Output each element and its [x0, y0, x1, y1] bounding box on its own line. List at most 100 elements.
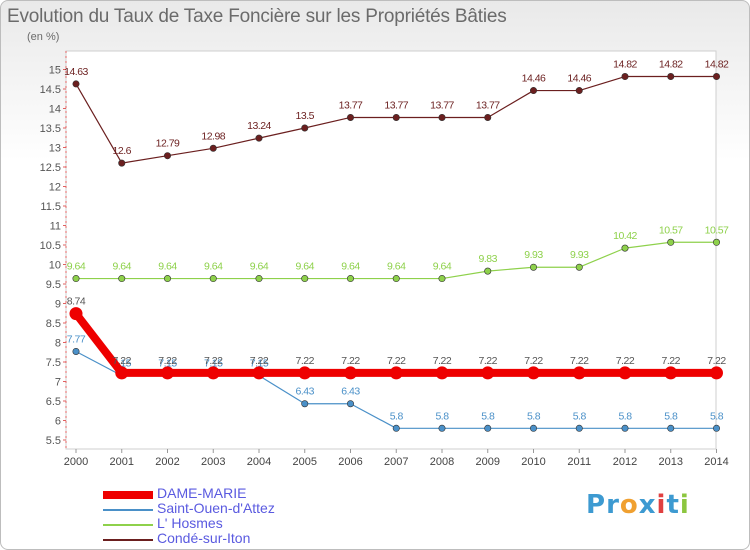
y-tick-label: 13.5	[40, 123, 61, 135]
data-label: 5.8	[435, 410, 449, 422]
y-tick-label: 11	[50, 221, 61, 233]
y-tick-label: 11.5	[40, 201, 61, 213]
data-label: 9.64	[296, 261, 315, 273]
data-point	[621, 244, 629, 252]
y-tick-label: 6	[55, 416, 61, 428]
y-tick-label: 7	[55, 377, 61, 389]
y-tick-label: 8	[55, 338, 61, 350]
data-label: 10.57	[659, 224, 683, 236]
data-point	[255, 134, 263, 142]
x-tick-label: 2009	[476, 456, 500, 468]
data-label: 9.83	[479, 253, 498, 265]
data-point	[481, 366, 495, 380]
legend-label: Condé-sur-Iton	[157, 530, 251, 546]
logo-letter: t	[666, 490, 680, 520]
data-point	[301, 400, 309, 408]
data-label: 10.57	[705, 224, 729, 236]
data-label: 7.22	[250, 355, 269, 367]
data-label: 7.22	[570, 355, 589, 367]
legend-label: Saint-Ouen-d'Attez	[157, 500, 275, 516]
legend-swatch	[103, 539, 153, 541]
data-point	[484, 424, 492, 432]
data-point	[438, 424, 446, 432]
x-tick-label: 2003	[201, 456, 225, 468]
data-label: 9.64	[387, 261, 406, 273]
data-label: 7.22	[433, 355, 452, 367]
data-label: 9.64	[158, 261, 177, 273]
data-label: 5.8	[481, 410, 495, 422]
data-label: 12.6	[113, 145, 132, 157]
x-tick-label: 2006	[338, 456, 362, 468]
y-tick-label: 13	[49, 143, 61, 155]
y-tick-label: 8.5	[46, 318, 61, 330]
data-point	[72, 275, 80, 283]
legend-swatch	[103, 491, 153, 499]
data-point	[618, 366, 632, 380]
data-point	[621, 73, 629, 81]
logo-letter: x	[638, 490, 657, 520]
y-tick-label: 14	[49, 104, 61, 116]
data-label: 9.64	[250, 261, 269, 273]
legend-label: DAME-MARIE	[157, 485, 247, 501]
data-label: 8.74	[67, 296, 86, 308]
data-label: 9.64	[433, 261, 452, 273]
data-point	[255, 275, 263, 283]
x-tick-label: 2010	[521, 456, 545, 468]
y-tick-label: 14.5	[40, 84, 61, 96]
logo-letter: P	[586, 490, 607, 520]
data-label: 14.82	[705, 59, 729, 71]
logo-letter: r	[606, 490, 620, 520]
data-label: 14.82	[659, 59, 683, 71]
data-label: 5.8	[390, 410, 404, 422]
x-tick-label: 2007	[384, 456, 408, 468]
data-label: 7.22	[296, 355, 315, 367]
data-point	[621, 424, 629, 432]
data-label: 14.46	[567, 73, 591, 85]
data-label: 7.22	[387, 355, 406, 367]
data-label: 9.64	[341, 261, 360, 273]
data-point	[575, 263, 583, 271]
data-label: 7.22	[113, 355, 132, 367]
data-label: 5.8	[618, 410, 632, 422]
x-tick-label: 2014	[704, 456, 728, 468]
data-point	[667, 73, 675, 81]
chart-title: Evolution du Taux de Taxe Foncière sur l…	[7, 6, 507, 27]
data-point	[72, 80, 80, 88]
proxiti-logo: Proxiti	[586, 490, 690, 520]
legend-swatch	[103, 524, 153, 526]
data-point	[344, 366, 357, 380]
data-label: 7.22	[662, 355, 681, 367]
legend-label: L' Hosmes	[157, 515, 223, 531]
data-point	[438, 275, 446, 283]
data-label: 7.22	[158, 355, 177, 367]
data-point	[392, 275, 400, 283]
y-tick-label: 6.5	[46, 396, 61, 408]
data-point	[438, 113, 446, 121]
x-tick-label: 2002	[155, 456, 179, 468]
data-label: 12.79	[156, 138, 180, 150]
x-tick-label: 2011	[567, 456, 591, 468]
data-label: 13.77	[430, 99, 454, 111]
data-point	[118, 159, 126, 167]
data-point	[164, 275, 172, 283]
data-label: 7.22	[341, 355, 360, 367]
data-label: 7.22	[616, 355, 635, 367]
data-point	[710, 366, 723, 380]
data-label: 9.93	[570, 249, 589, 261]
data-point	[572, 366, 586, 380]
data-point	[115, 366, 129, 380]
data-point	[298, 366, 312, 380]
x-tick-label: 2001	[110, 456, 134, 468]
data-point	[206, 366, 220, 380]
data-point	[667, 424, 675, 432]
data-label: 10.42	[613, 230, 637, 242]
data-label: 14.63	[64, 66, 88, 78]
data-point	[301, 275, 309, 283]
x-tick-label: 2008	[430, 456, 454, 468]
data-label: 7.15	[250, 358, 269, 370]
data-point	[252, 366, 266, 380]
y-tick-label: 12	[49, 182, 61, 194]
data-label: 13.77	[476, 99, 500, 111]
